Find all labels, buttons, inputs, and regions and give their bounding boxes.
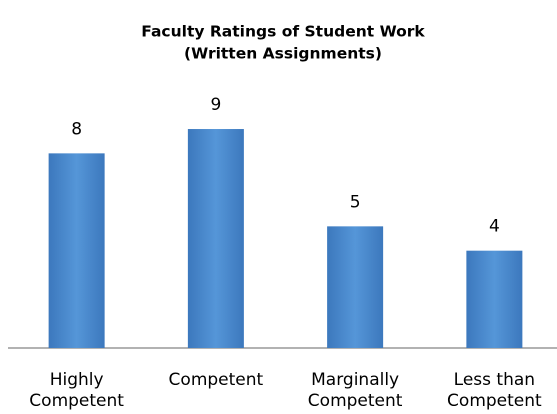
bar [466,250,523,348]
data-label: 8 [71,119,82,139]
x-tick-label: Competent [168,370,264,390]
bar [327,226,384,348]
data-label: 4 [489,217,500,237]
x-tick-label: Marginally Competent [307,370,403,411]
bar [48,153,105,348]
bar [187,129,244,348]
data-label: 9 [210,95,221,115]
x-tick-label: Less than Competent [447,370,542,411]
x-tick-label: Highly Competent [29,370,124,411]
data-label: 5 [350,192,361,212]
chart-title: Faculty Ratings of Student Work [141,23,425,41]
chart-title: (Written Assignments) [184,45,382,63]
